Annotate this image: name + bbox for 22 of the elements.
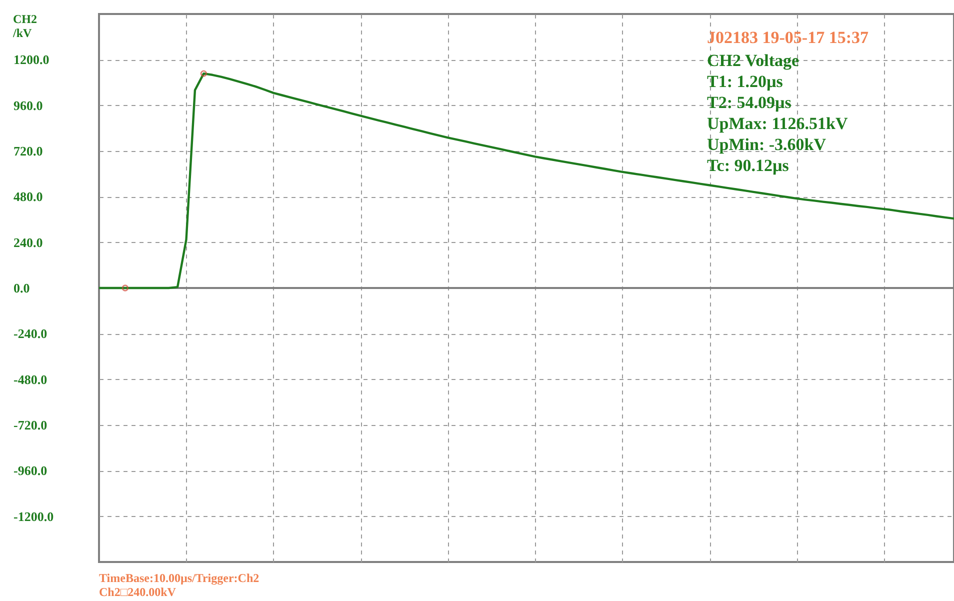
annotation: Tc: 90.12µs (707, 156, 790, 175)
y-tick-label: 480.0 (14, 189, 43, 204)
annotation: CH2 Voltage (707, 51, 800, 70)
y-tick-label: 0.0 (14, 280, 30, 296)
line-series (98, 72, 954, 290)
y-tick-label: -240.0 (14, 326, 48, 342)
annotation: J02183 19-05-17 15:37 (707, 28, 869, 47)
y-tick-label: 720.0 (14, 144, 43, 158)
annotation: UpMin: -3.60kV (707, 135, 827, 154)
y-tick-label: -1200.0 (14, 508, 54, 524)
annotation: UpMax: 1126.51kV (707, 114, 848, 133)
y-tick-label: 960.0 (14, 98, 43, 113)
y-tick-label: -960.0 (14, 463, 48, 478)
y-tick-label: -720.0 (14, 418, 48, 432)
annotation: T1: 1.20µs (707, 72, 784, 91)
text: TimeBase:10.00µs/Trigger:Ch2 (99, 571, 260, 585)
y-axis-title: CH2 /kV (12, 12, 37, 40)
y-tick-label: -480.0 (14, 372, 48, 387)
y-tick-label: 1200.0 (14, 52, 50, 68)
annotation: T2: 54.09µs (707, 93, 792, 112)
y-tick-label: 240.0 (14, 234, 43, 250)
text: Ch2□240.00kV (99, 585, 176, 599)
